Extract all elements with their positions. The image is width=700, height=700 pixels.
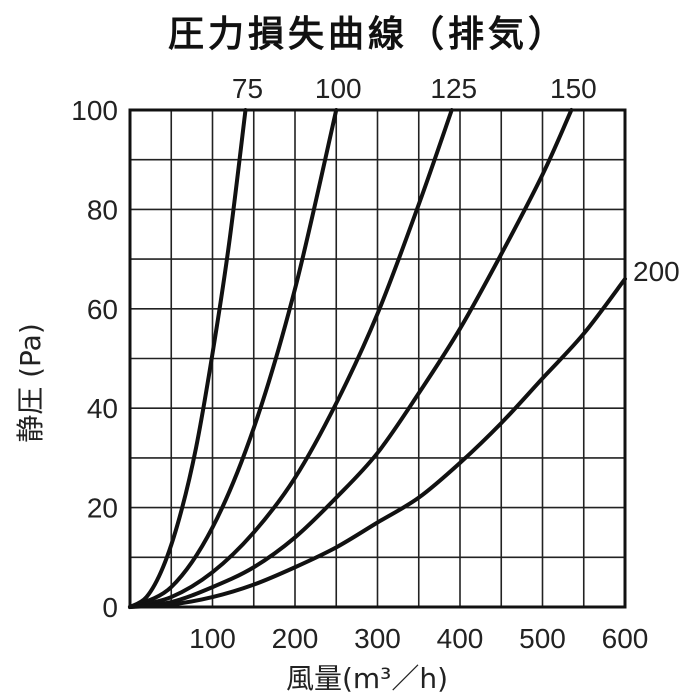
x-tick-label: 100: [189, 623, 236, 654]
y-axis-label: 静圧 (Pa): [14, 323, 47, 443]
series-line-100: [128, 108, 339, 609]
y-tick-label: 60: [87, 294, 118, 325]
x-axis-label: 風量(m³／h): [286, 662, 448, 695]
x-tick-label: 500: [519, 623, 566, 654]
grid: [130, 110, 625, 607]
y-tick-label: 40: [87, 393, 118, 424]
y-tick-label: 80: [87, 194, 118, 225]
series-line-150: [128, 108, 574, 609]
y-tick-label: 0: [102, 592, 118, 623]
y-tick-label: 20: [87, 493, 118, 524]
series-line-125: [128, 108, 454, 609]
curves: [128, 108, 627, 609]
plot-frame: [128, 108, 627, 609]
x-tick-label: 400: [437, 623, 484, 654]
y-tick-labels: 0 20 40 60 80 100: [71, 95, 118, 623]
x-tick-labels: 100 200 300 400 500 600: [189, 623, 648, 654]
series-line-75: [128, 108, 248, 609]
series-label-100: 100: [315, 73, 362, 104]
x-tick-label: 600: [602, 623, 649, 654]
series-labels: 75 100 125 150 200: [232, 73, 680, 287]
x-tick-label: 300: [354, 623, 401, 654]
series-label-75: 75: [232, 73, 263, 104]
chart-title: 圧力損失曲線（排気）: [168, 14, 568, 55]
series-line-200: [128, 276, 627, 609]
series-label-200: 200: [633, 256, 680, 287]
series-label-150: 150: [550, 73, 597, 104]
series-label-125: 125: [430, 73, 477, 104]
x-tick-label: 200: [272, 623, 319, 654]
y-tick-label: 100: [71, 95, 118, 126]
